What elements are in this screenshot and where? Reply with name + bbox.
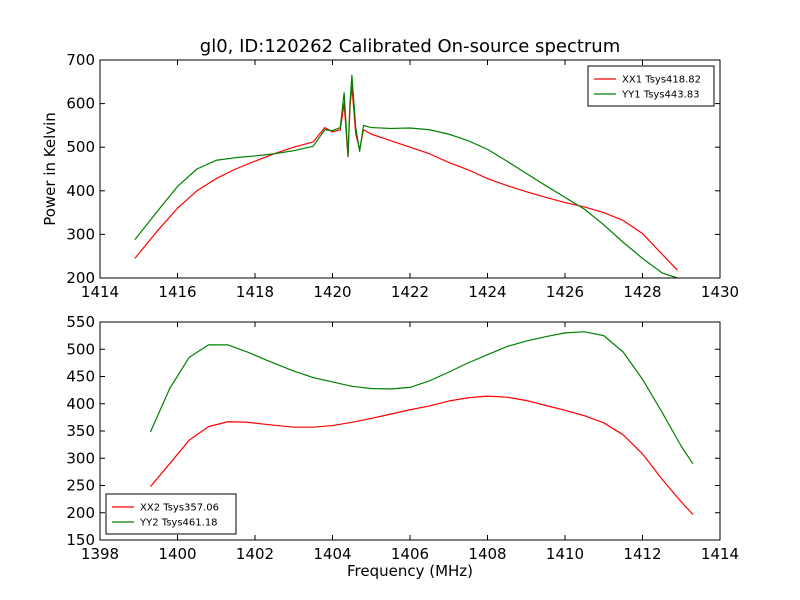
y-tick-label: 300 (66, 449, 95, 467)
y-axis-label: Power in Kelvin (41, 112, 59, 226)
y-tick-label: 400 (66, 182, 95, 200)
x-tick-label: 1416 (158, 283, 196, 301)
x-tick-label: 1406 (391, 545, 429, 563)
y-tick-label: 300 (66, 225, 95, 243)
x-tick-label: 1402 (236, 545, 274, 563)
x-tick-label: 1414 (701, 545, 739, 563)
x-tick-label: 1398 (81, 545, 119, 563)
y-tick-label: 600 (66, 95, 95, 113)
x-tick-label: 1400 (158, 545, 196, 563)
x-tick-label: 1412 (623, 545, 661, 563)
legend-label: YY1 Tsys443.83 (621, 90, 700, 101)
y-tick-label: 700 (66, 51, 95, 69)
y-tick-label: 200 (66, 504, 95, 522)
bottom-subplot: 1398 1400 1402 1404 1406 1408 1410 1412 1414 150 2… (66, 313, 739, 580)
series-line-2 (134, 74, 678, 279)
x-tick-label: 1420 (313, 283, 351, 301)
x-tick-label: 1404 (313, 545, 351, 563)
legend-box (587, 65, 715, 107)
y-tick-label: 350 (66, 422, 95, 440)
y-tick-label: 450 (66, 368, 95, 386)
x-tick-label: 1424 (468, 283, 506, 301)
top-subplot: 1414 1416 1418 1420 1422 1424 1426 1428 1430 200 3… (41, 51, 739, 301)
x-tick-label: 1422 (391, 283, 429, 301)
legend-box (105, 493, 237, 535)
x-tick-label: 1410 (546, 545, 584, 563)
y-tick-label: 150 (66, 531, 95, 549)
x-tick-label: 1426 (546, 283, 584, 301)
x-tick-label: 1418 (236, 283, 274, 301)
x-tick-label: 1430 (701, 283, 739, 301)
legend: XX1 Tsys418.82 YY1 Tsys443.83 (587, 65, 715, 107)
legend-label: XX2 Tsys357.06 (140, 503, 219, 514)
y-tick-label: 400 (66, 395, 95, 413)
x-axis-label: Frequency (MHz) (347, 562, 473, 580)
series-line-2 (149, 331, 694, 465)
legend-label: YY2 Tsys461.18 (139, 518, 218, 529)
y-tick-label: 500 (66, 340, 95, 358)
legend: XX2 Tsys357.06 YY2 Tsys461.18 (105, 493, 237, 535)
x-tick-label: 1408 (468, 545, 506, 563)
y-tick-label: 200 (66, 269, 95, 287)
chart-title: gl0, ID:120262 Calibrated On-source spec… (200, 36, 620, 57)
legend-label: XX1 Tsys418.82 (622, 75, 701, 86)
x-tick-label: 1428 (623, 283, 661, 301)
x-tick-label: 1414 (81, 283, 119, 301)
series-line-1 (149, 395, 694, 515)
y-tick-label: 550 (66, 313, 95, 331)
y-tick-label: 250 (66, 477, 95, 495)
y-tick-label: 500 (66, 138, 95, 156)
